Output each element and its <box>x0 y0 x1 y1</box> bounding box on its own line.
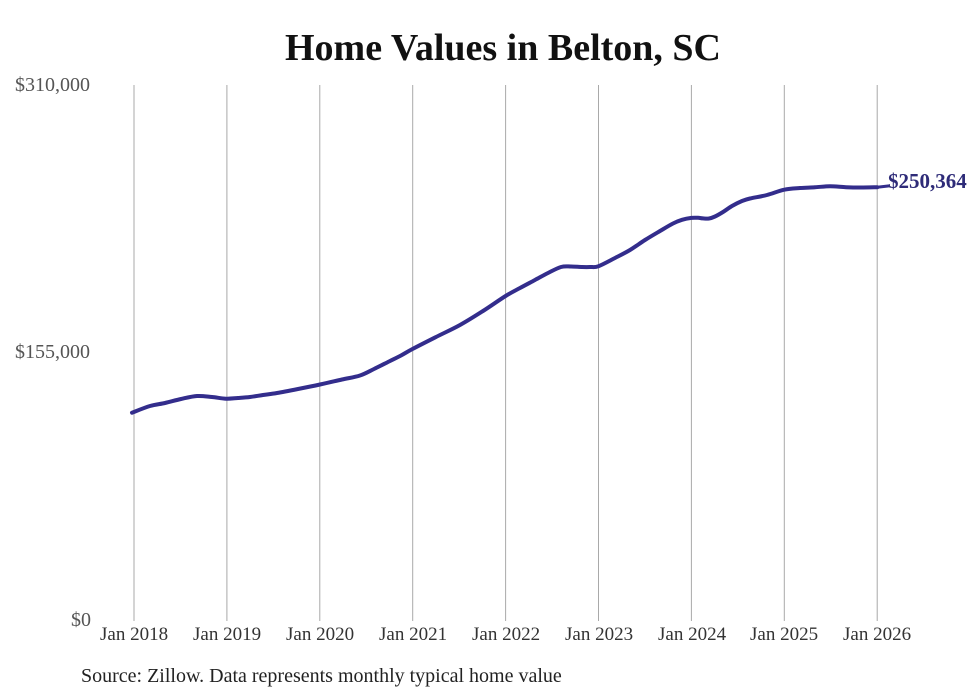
svg-text:Jan 2022: Jan 2022 <box>472 624 540 645</box>
svg-text:Jan 2026: Jan 2026 <box>843 624 911 645</box>
svg-text:Jan 2020: Jan 2020 <box>286 624 354 645</box>
svg-text:Jan 2019: Jan 2019 <box>193 624 261 645</box>
svg-text:Jan 2018: Jan 2018 <box>100 624 168 645</box>
svg-text:$0: $0 <box>71 609 91 631</box>
svg-text:Jan 2021: Jan 2021 <box>379 624 447 645</box>
svg-text:Jan 2025: Jan 2025 <box>750 624 818 645</box>
svg-text:$155,000: $155,000 <box>15 341 90 363</box>
svg-text:$310,000: $310,000 <box>15 74 90 96</box>
svg-text:$250,364: $250,364 <box>888 169 967 193</box>
svg-text:Jan 2023: Jan 2023 <box>565 624 633 645</box>
svg-text:Jan 2024: Jan 2024 <box>658 624 727 645</box>
